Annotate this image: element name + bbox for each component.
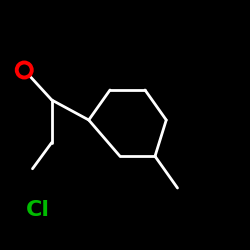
- Text: Cl: Cl: [26, 200, 50, 220]
- Circle shape: [17, 62, 32, 78]
